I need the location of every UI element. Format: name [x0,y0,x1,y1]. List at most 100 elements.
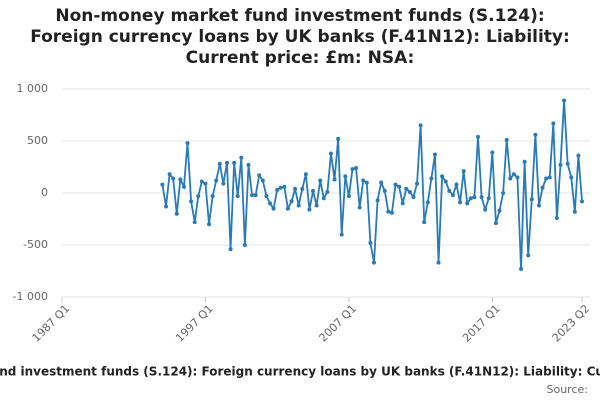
data-point [285,206,290,211]
data-point [382,188,387,193]
data-point [372,260,376,265]
data-point [461,169,466,174]
data-point [422,220,427,225]
data-point [465,201,470,206]
data-point [508,176,513,181]
data-point [483,207,488,212]
data-point [224,160,229,165]
y-tick-label: -1 000 [13,290,48,303]
data-point [260,178,265,183]
data-point [515,175,520,180]
data-point [393,182,398,187]
data-point [357,205,362,210]
data-point [562,98,567,103]
data-point [565,161,570,166]
data-point [511,172,516,177]
data-point [576,153,581,158]
data-point [458,200,463,205]
data-point [529,197,534,202]
data-point [210,194,215,199]
data-point [293,186,298,191]
data-point [278,185,283,190]
data-point [307,207,312,212]
data-point [235,194,240,199]
data-point [522,159,527,164]
data-point [468,196,473,201]
data-point [397,184,402,189]
data-point [533,132,538,137]
data-point [404,186,409,191]
data-point [185,141,190,146]
data-point [232,160,237,165]
data-point [429,176,434,181]
y-tick-label: 1 000 [17,82,49,95]
y-tick-label: 500 [27,134,48,147]
data-point [432,152,437,157]
data-point [479,195,484,200]
data-point [400,201,405,206]
data-point [318,178,323,183]
data-point [339,232,344,237]
data-point [207,222,212,227]
data-point [450,193,455,198]
data-point [321,196,326,201]
data-point [544,176,549,181]
data-point [551,121,556,126]
data-point [389,210,394,215]
data-point [242,243,247,247]
data-point [303,172,308,177]
data-point [164,204,168,209]
data-point [504,137,509,142]
data-point [189,199,194,204]
data-point [199,179,204,184]
x-tick-label: 2017 Q1 [460,302,503,345]
data-point [454,182,459,187]
data-point [497,208,502,213]
legend-entry: Non-money market fund investment funds (… [0,365,600,379]
data-point [289,199,294,204]
data-point [253,193,258,198]
source: Source: [547,383,589,396]
data-point [192,220,197,225]
data-point [228,247,233,252]
x-tick-label: 2007 Q1 [317,302,360,345]
data-point [411,195,416,200]
data-point [171,176,176,181]
data-point [178,177,183,182]
data-point [343,174,348,179]
data-point [214,178,219,183]
data-point [569,175,574,180]
data-point [264,194,269,199]
data-point [268,201,272,206]
data-point [375,198,380,203]
data-point [311,188,316,193]
data-point [296,203,301,208]
data-point [250,193,255,198]
data-point [472,195,477,200]
data-point [476,134,480,139]
data-point [501,191,506,195]
data-point [526,253,531,258]
data-point [547,175,552,180]
series-line [161,100,583,269]
data-point [336,136,341,141]
data-point [443,179,448,184]
x-tick-label: 1987 Q1 [30,302,73,345]
data-point [181,184,186,189]
data-point [239,155,244,160]
data-point [196,194,201,199]
data-point [332,177,337,182]
data-point [558,162,563,167]
data-point [364,180,369,185]
data-point [221,181,226,186]
data-point [536,203,541,208]
data-point [425,200,430,205]
data-point [361,178,366,183]
data-point [167,172,172,177]
data-point [314,203,319,208]
y-tick-label: -500 [23,238,48,251]
data-point [486,196,491,201]
data-point [379,180,384,185]
